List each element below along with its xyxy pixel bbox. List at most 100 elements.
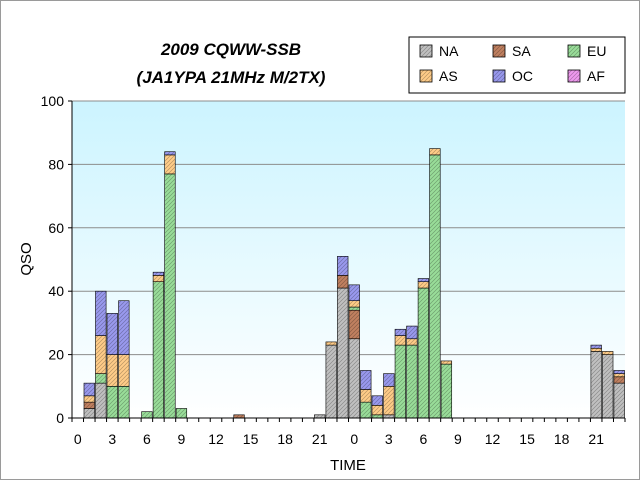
x-tick-label: 9 — [178, 431, 186, 447]
x-tick-label: 0 — [350, 431, 358, 447]
bar-segment-as — [118, 354, 130, 387]
bar-segment-as — [406, 338, 418, 346]
x-tick-label: 18 — [277, 431, 293, 447]
plot-area — [72, 101, 625, 418]
bar-segment-na — [590, 351, 602, 419]
bar-segment-as — [613, 373, 625, 378]
bar-segment-sa — [337, 275, 349, 289]
legend: NA SA EU AS OC AF — [408, 36, 626, 94]
bar-segment-oc — [164, 151, 176, 156]
bar-segment-eu — [348, 306, 360, 311]
x-tick-label: 15 — [519, 431, 535, 447]
bar-segment-as — [429, 148, 441, 156]
x-tick-label: 21 — [588, 431, 604, 447]
bar-segment-as — [383, 385, 395, 416]
x-tick-label: 21 — [312, 431, 328, 447]
bar-segment-na — [348, 338, 360, 419]
bar-segment-oc — [613, 370, 625, 374]
bar-segment-sa — [348, 309, 360, 340]
bar-segment-as — [394, 335, 406, 346]
bar-segment-oc — [371, 395, 383, 406]
legend-swatch-hatch — [493, 45, 505, 57]
legend-label-as: AS — [439, 68, 458, 84]
bar-segment-oc — [383, 373, 395, 387]
bar-segment-eu — [152, 281, 165, 419]
axes: 0 20 40 60 80 100 0 3 6 9 12 15 18 21 0 3 6 9 12 15 18 21 — [41, 93, 626, 447]
x-tick-label: 18 — [554, 431, 570, 447]
bar-segment-as — [106, 354, 118, 387]
bar-segment-eu — [95, 373, 107, 384]
x-axis-title: TIME — [330, 457, 366, 474]
bar-segment-as — [417, 281, 429, 289]
x-tick-label: 3 — [385, 431, 393, 447]
bar-segment-oc — [106, 313, 118, 355]
legend-swatch-hatch — [493, 70, 505, 82]
chart-title: 2009 CQWW-SSB — [160, 40, 301, 59]
y-tick-label: 20 — [48, 347, 64, 363]
bar-segment-na — [95, 382, 107, 419]
legend-swatch-hatch — [420, 45, 432, 57]
bar-segment-eu — [429, 154, 441, 419]
y-tick-label: 0 — [56, 410, 64, 426]
bar-segment-eu — [394, 344, 406, 419]
y-tick-label: 100 — [41, 93, 65, 109]
bar-segment-eu — [164, 173, 176, 419]
bar-segment-oc — [348, 284, 360, 302]
bar-segment-sa — [613, 376, 625, 384]
bar-segment-oc — [337, 256, 349, 276]
bar-segment-na — [325, 344, 337, 419]
bar-segment-eu — [440, 363, 453, 419]
legend-label-oc: OC — [512, 68, 533, 84]
bar-segment-as — [590, 347, 602, 352]
y-axis-title: QSO — [18, 242, 35, 275]
legend-swatch-hatch — [568, 70, 580, 82]
bar-segment-as — [602, 351, 614, 355]
bar-segment-as — [83, 395, 95, 403]
chart-subtitle: (JA1YPA 21MHz M/2TX) — [137, 68, 326, 87]
bar-segment-oc — [406, 325, 418, 340]
bar-segment-oc — [118, 300, 130, 355]
bar-segment-na — [602, 354, 614, 419]
bar-segment-oc — [417, 278, 429, 282]
x-tick-label: 12 — [208, 431, 224, 447]
bar-segment-as — [360, 389, 372, 403]
legend-swatch-hatch — [420, 70, 432, 82]
x-tick-label: 6 — [419, 431, 427, 447]
y-tick-label: 80 — [48, 156, 64, 172]
bar-segment-oc — [83, 382, 95, 397]
bar-segment-eu — [118, 385, 130, 419]
x-tick-label: 6 — [143, 431, 151, 447]
x-tick-label: 12 — [485, 431, 501, 447]
legend-label-eu: EU — [587, 43, 606, 59]
bar-segment-as — [440, 360, 453, 365]
bar-segment-oc — [360, 370, 372, 390]
bar-segment-oc — [152, 271, 165, 276]
x-tick-label: 15 — [243, 431, 259, 447]
y-tick-label: 40 — [48, 283, 64, 299]
bar-segment-as — [152, 275, 165, 282]
legend-label-af: AF — [587, 68, 605, 84]
x-tick-label: 0 — [74, 431, 82, 447]
gridlines — [72, 100, 625, 356]
x-tick-label: 3 — [108, 431, 116, 447]
legend-swatch-hatch — [568, 45, 580, 57]
bar-segment-as — [95, 335, 107, 374]
bar-segment-as — [371, 405, 383, 416]
bar-segment-na — [613, 382, 625, 419]
bar-segment-as — [325, 341, 337, 346]
bar-segment-eu — [106, 385, 118, 419]
legend-label-na: NA — [439, 43, 459, 59]
bar-segment-sa — [83, 401, 95, 409]
bar-segment-eu — [360, 401, 372, 419]
x-tick-label: 9 — [454, 431, 462, 447]
bar-segment-eu — [175, 408, 188, 419]
bar-segment-as — [164, 154, 176, 175]
bar-segment-oc — [95, 290, 107, 336]
legend-box — [408, 36, 626, 94]
bar-segment-eu — [141, 411, 153, 419]
bar-segment-na — [337, 287, 349, 419]
legend-label-sa: SA — [512, 43, 531, 59]
bar-segment-eu — [417, 287, 429, 419]
